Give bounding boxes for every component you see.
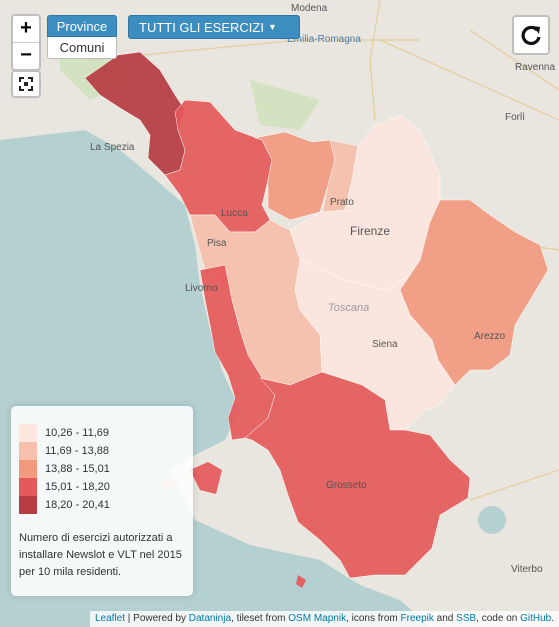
- chevron-down-icon: ▼: [267, 22, 277, 32]
- label-la-spezia: La Spezia: [90, 142, 135, 153]
- zoom-control: + −: [11, 14, 41, 71]
- fullscreen-icon: [19, 77, 33, 91]
- legend-row: 13,88 - 15,01: [19, 460, 185, 478]
- legend-swatch: [19, 478, 37, 496]
- island-giglio: [296, 575, 306, 588]
- province-layer: [84, 51, 549, 588]
- label-arezzo: Arezzo: [474, 331, 506, 342]
- map-legend: 10,26 - 11,69 11,69 - 13,88 13,88 - 15,01 1…: [11, 406, 193, 596]
- province-button[interactable]: Province: [47, 15, 117, 37]
- label-modena: Modena: [291, 3, 328, 14]
- label-livorno: Livorno: [185, 283, 218, 294]
- refresh-icon: [521, 25, 541, 46]
- label-toscana: Toscana: [328, 302, 370, 314]
- freepik-link[interactable]: Freepik: [400, 613, 434, 624]
- label-emilia-romagna: Emilia-Romagna: [287, 34, 361, 45]
- leaflet-link[interactable]: Leaflet: [94, 613, 126, 624]
- legend-label: 13,88 - 15,01: [45, 463, 110, 475]
- refresh-button[interactable]: [512, 15, 550, 55]
- label-siena: Siena: [372, 339, 398, 350]
- label-ravenna: Ravenna: [515, 62, 556, 73]
- legend-classes: 10,26 - 11,69 11,69 - 13,88 13,88 - 15,01 1…: [19, 424, 185, 514]
- province-siena[interactable]: [294, 259, 456, 431]
- label-forli: Forlì: [505, 112, 525, 123]
- fullscreen-button[interactable]: [11, 70, 41, 98]
- level-toggle: Province Comuni: [47, 15, 117, 59]
- legend-swatch: [19, 424, 37, 442]
- legend-swatch: [19, 496, 37, 514]
- island-elba: [190, 462, 222, 494]
- comuni-button[interactable]: Comuni: [47, 37, 117, 59]
- label-firenze: Firenze: [350, 224, 391, 238]
- province-grosseto[interactable]: [244, 371, 471, 579]
- ssb-link[interactable]: SSB: [456, 613, 477, 624]
- lake: [478, 506, 506, 534]
- attribution-text: and: [433, 613, 457, 624]
- category-label: TUTTI GLI ESERCIZI: [139, 19, 264, 35]
- label-grosseto: Grosseto: [326, 480, 367, 491]
- label-lucca: Lucca: [221, 208, 248, 219]
- legend-description: Numero di esercizi autorizzati a install…: [19, 532, 182, 578]
- legend-label: 11,69 - 13,88: [45, 445, 110, 457]
- attribution-bar: Leaflet | Powered by Dataninja, tileset …: [89, 611, 559, 627]
- attribution-text: , tileset from: [231, 613, 289, 624]
- legend-swatch: [19, 442, 37, 460]
- roads: [89, 0, 559, 501]
- attribution-text: , code on: [476, 613, 521, 624]
- label-pisa: Pisa: [207, 238, 227, 249]
- legend-label: 15,01 - 18,20: [45, 481, 110, 493]
- legend-label: 18,20 - 20,41: [45, 499, 110, 511]
- label-prato: Prato: [330, 197, 354, 208]
- legend-swatch: [19, 460, 37, 478]
- legend-row: 18,20 - 20,41: [19, 496, 185, 514]
- attribution-text: .: [551, 613, 554, 624]
- dataninja-link[interactable]: Dataninja: [188, 613, 232, 624]
- legend-row: 10,26 - 11,69: [19, 424, 185, 442]
- zoom-out-button[interactable]: −: [20, 44, 32, 66]
- legend-row: 11,69 - 13,88: [19, 442, 185, 460]
- category-dropdown[interactable]: TUTTI GLI ESERCIZI ▼: [128, 15, 300, 39]
- github-link[interactable]: GitHub: [520, 613, 552, 624]
- osm-link[interactable]: OSM Mapnik: [288, 613, 347, 624]
- zoom-in-button[interactable]: +: [13, 16, 39, 43]
- attribution-text: | Powered by: [125, 613, 189, 624]
- legend-label: 10,26 - 11,69: [45, 427, 110, 439]
- legend-row: 15,01 - 18,20: [19, 478, 185, 496]
- label-viterbo: Viterbo: [511, 564, 543, 575]
- attribution-text: , icons from: [346, 613, 401, 624]
